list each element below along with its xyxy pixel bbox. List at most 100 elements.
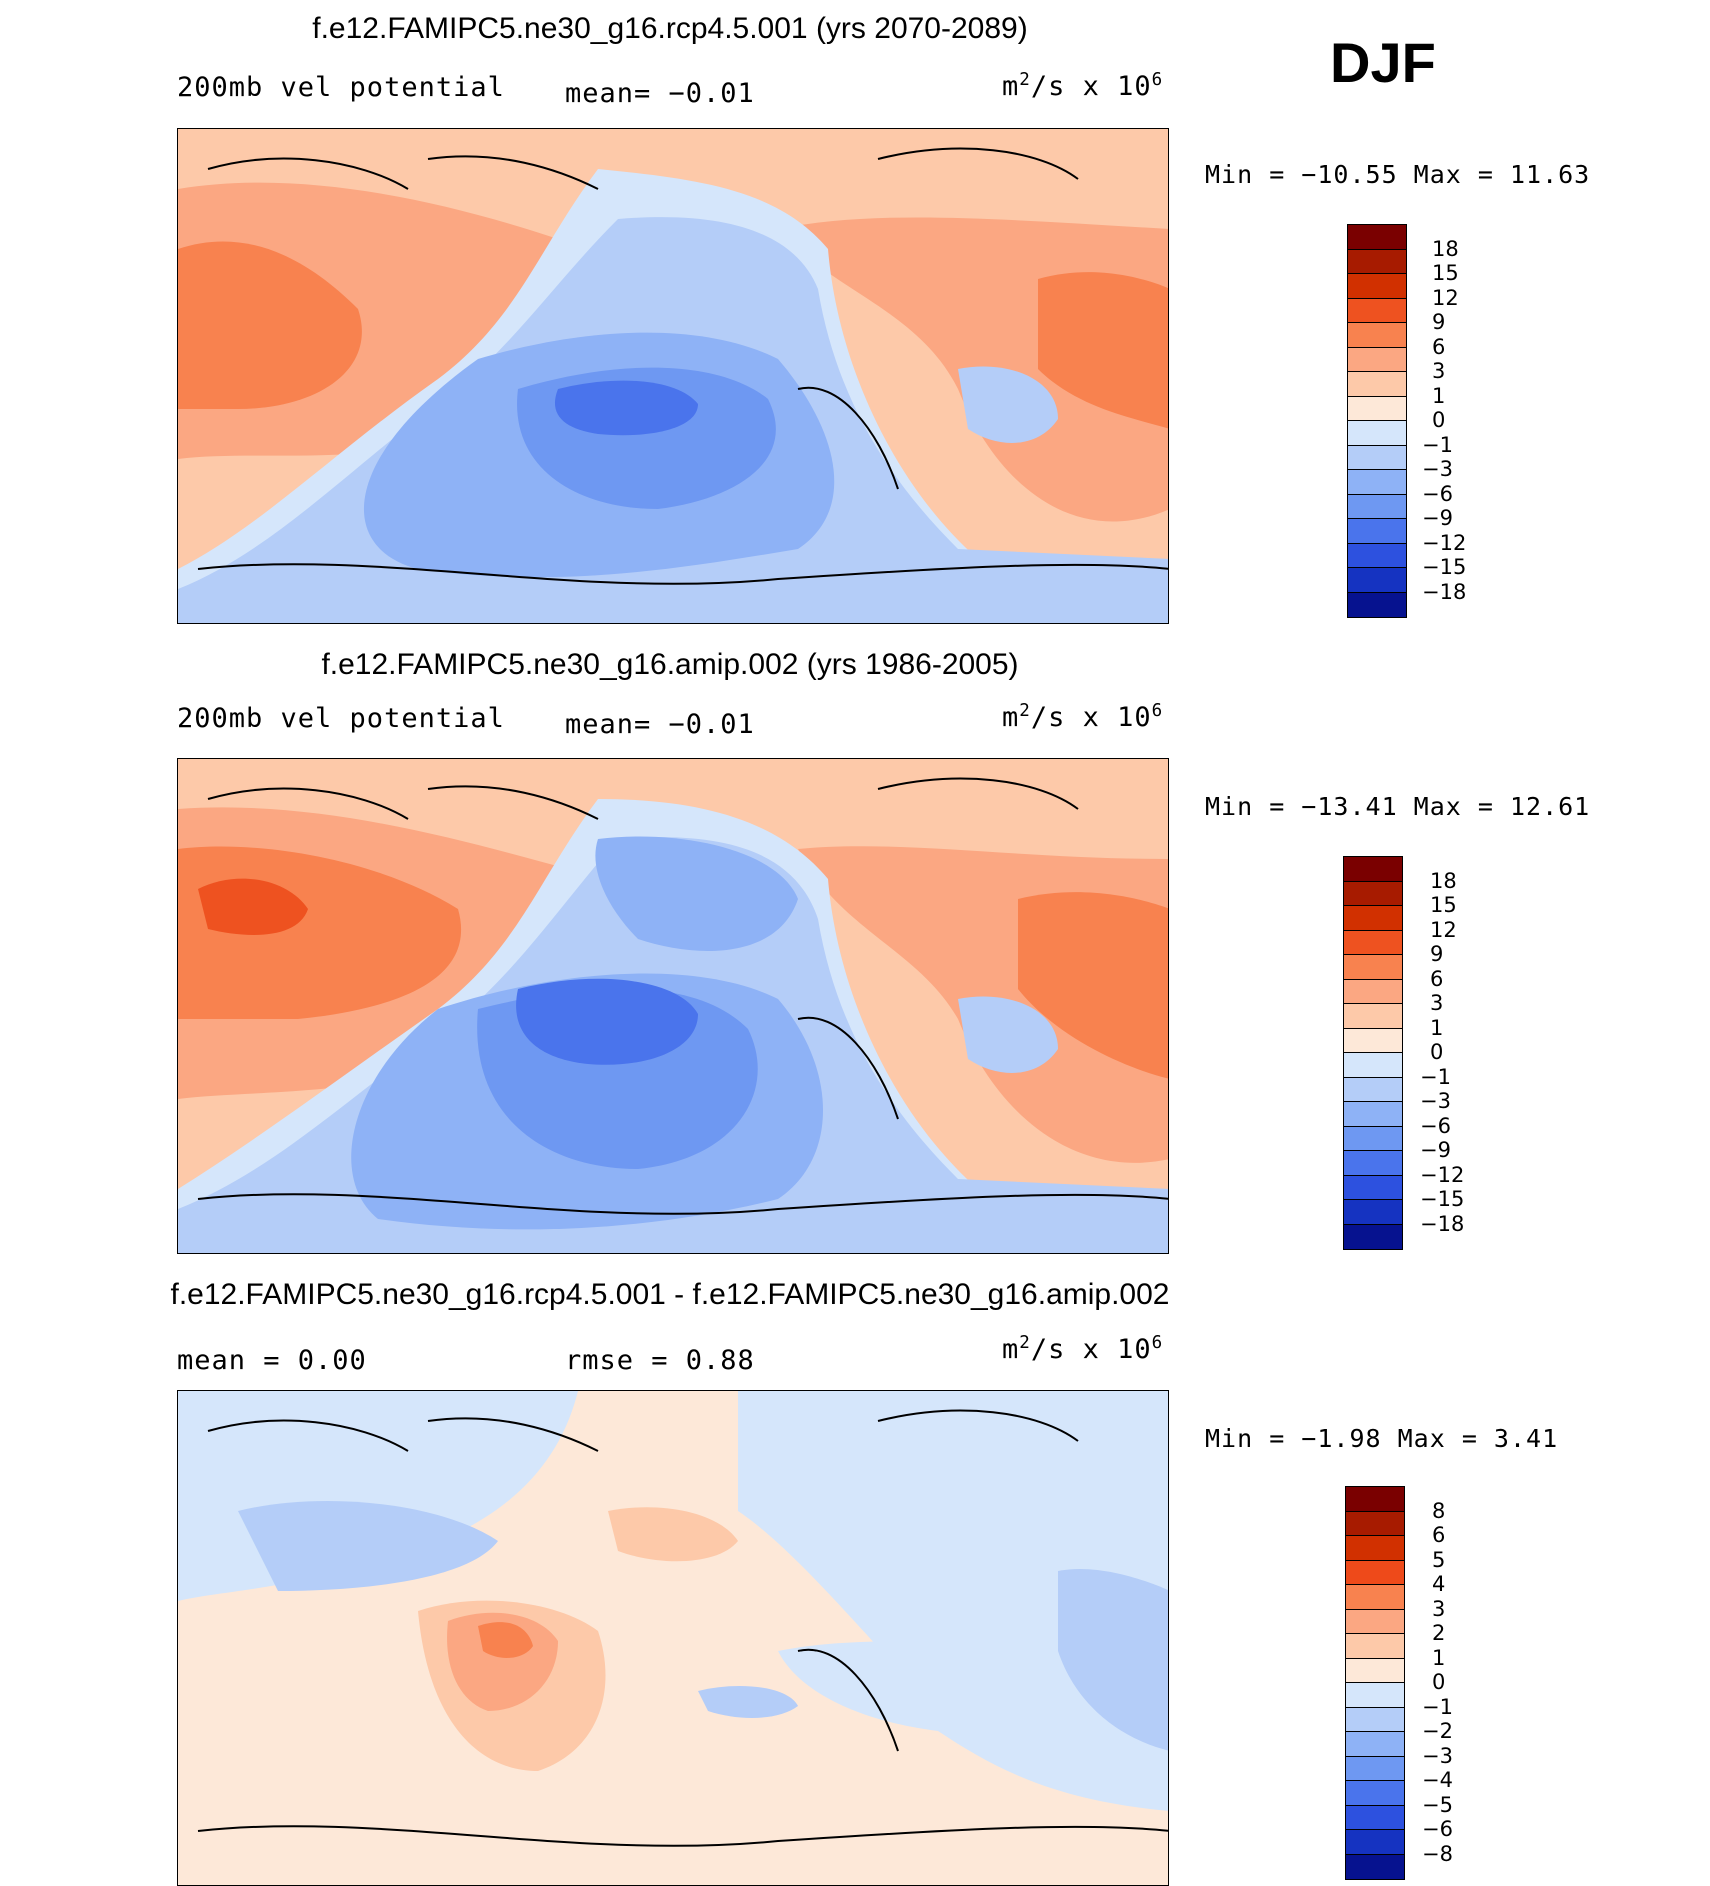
colorbar-swatch xyxy=(1348,592,1406,617)
units-exp: 6 xyxy=(1151,1333,1164,1353)
map-difference xyxy=(177,1390,1169,1886)
colorbar-level-label: −18 xyxy=(1420,1211,1465,1236)
colorbar-swatch xyxy=(1346,1830,1404,1855)
colorbar-level-label: 15 xyxy=(1430,893,1457,917)
colorbar-swatch xyxy=(1348,470,1406,495)
units-exp: 2 xyxy=(1019,701,1031,721)
colorbar-swatch xyxy=(1344,881,1402,906)
colorbar-swatch xyxy=(1348,421,1406,446)
colorbar-swatch xyxy=(1346,1609,1404,1634)
colorbar-swatch xyxy=(1346,1683,1404,1708)
mean-label: mean= −0.01 xyxy=(565,78,755,109)
colorbar-swatch xyxy=(1344,1102,1402,1127)
colorbar-swatch xyxy=(1344,1077,1402,1102)
colorbar-level-label: −8 xyxy=(1422,1841,1453,1866)
colorbar-level-label: 1 xyxy=(1430,1015,1444,1040)
colorbar-swatch xyxy=(1344,1200,1402,1225)
colorbar-level-label: −12 xyxy=(1420,1162,1465,1187)
units-rest: /s x 10 xyxy=(1030,71,1152,102)
colorbar-swatch xyxy=(1344,906,1402,931)
colorbar-level-label: 4 xyxy=(1432,1572,1446,1596)
mean-label: mean= −0.01 xyxy=(565,709,755,740)
colorbar-swatch xyxy=(1346,1707,1404,1732)
colorbar-level-label: 1 xyxy=(1432,383,1446,408)
field-label: 200mb vel potential xyxy=(177,72,505,103)
colorbar-swatch xyxy=(1344,1224,1402,1249)
mean-label: mean = 0.00 xyxy=(177,1345,367,1376)
colorbar-swatch xyxy=(1348,225,1406,250)
colorbar-level-label: 12 xyxy=(1430,917,1457,942)
colorbar-swatch xyxy=(1344,930,1402,955)
colorbar-swatch xyxy=(1348,445,1406,470)
colorbar-level-label: −12 xyxy=(1422,530,1467,555)
colorbar-swatch xyxy=(1348,543,1406,568)
units-base: m xyxy=(1002,71,1020,102)
field-label: 200mb vel potential xyxy=(177,703,505,734)
colorbar-level-label: −9 xyxy=(1420,1138,1451,1162)
colorbar-swatch xyxy=(1346,1536,1404,1561)
colorbar xyxy=(1347,224,1407,618)
colorbar-swatch xyxy=(1348,249,1406,274)
units-base: m xyxy=(1002,702,1020,733)
colorbar-swatch xyxy=(1344,1028,1402,1053)
colorbar-swatch xyxy=(1344,1053,1402,1078)
colorbar-level-label: 8 xyxy=(1432,1498,1446,1523)
map-amip xyxy=(177,758,1169,1254)
units-label: m2/s x 106 xyxy=(1002,70,1163,102)
colorbar-level-label: 6 xyxy=(1432,1523,1446,1547)
season-title: DJF xyxy=(1330,31,1436,94)
units-exp: 6 xyxy=(1151,70,1164,90)
colorbar-level-label: 18 xyxy=(1430,868,1457,893)
colorbar-level-label: 5 xyxy=(1432,1547,1446,1572)
colorbar-swatch xyxy=(1348,372,1406,397)
colorbar-swatch xyxy=(1348,568,1406,593)
colorbar-swatch xyxy=(1344,857,1402,882)
colorbar-swatch xyxy=(1344,1151,1402,1176)
colorbar-level-label: 1 xyxy=(1432,1645,1446,1670)
colorbar-level-label: 6 xyxy=(1432,334,1446,359)
colorbar-swatch xyxy=(1346,1511,1404,1536)
colorbar-swatch xyxy=(1346,1585,1404,1610)
colorbar-swatch xyxy=(1344,1004,1402,1029)
colorbar-swatch xyxy=(1348,274,1406,299)
colorbar-level-label: −1 xyxy=(1422,432,1453,457)
colorbar-level-label: 3 xyxy=(1430,991,1444,1015)
colorbar-level-label: 0 xyxy=(1430,1040,1444,1064)
colorbar-swatch xyxy=(1346,1560,1404,1585)
colorbar-level-label: 18 xyxy=(1432,236,1459,261)
colorbar-swatch xyxy=(1346,1658,1404,1683)
colorbar-level-label: −1 xyxy=(1420,1064,1451,1089)
colorbar-swatch xyxy=(1346,1805,1404,1830)
colorbar-level-label: −2 xyxy=(1422,1719,1453,1743)
colorbar-level-label: 2 xyxy=(1432,1621,1446,1645)
colorbar-level-label: 15 xyxy=(1432,261,1459,285)
panel-title: f.e12.FAMIPC5.ne30_g16.rcp4.5.001 (yrs 2… xyxy=(312,12,1028,45)
colorbar-level-label: −18 xyxy=(1422,579,1467,604)
colorbar-level-label: −4 xyxy=(1422,1768,1453,1792)
panel-title: f.e12.FAMIPC5.ne30_g16.amip.002 (yrs 198… xyxy=(321,648,1019,681)
minmax-label: Min = −10.55 Max = 11.63 xyxy=(1205,160,1591,189)
colorbar-swatch xyxy=(1344,1126,1402,1151)
colorbar-level-label: 6 xyxy=(1430,966,1444,991)
colorbar-swatch xyxy=(1348,396,1406,421)
colorbar-swatch xyxy=(1346,1854,1404,1879)
colorbar-level-label: 0 xyxy=(1432,408,1446,432)
colorbar xyxy=(1345,1486,1405,1880)
units-exp: 2 xyxy=(1019,1333,1031,1353)
colorbar-swatch xyxy=(1348,347,1406,372)
colorbar-level-label: 3 xyxy=(1432,1596,1446,1621)
units-base: m xyxy=(1002,1334,1020,1365)
panel-title: f.e12.FAMIPC5.ne30_g16.rcp4.5.001 - f.e1… xyxy=(170,1278,1170,1311)
colorbar-swatch xyxy=(1344,979,1402,1004)
colorbar-swatch xyxy=(1346,1487,1404,1512)
colorbar-level-label: −15 xyxy=(1420,1187,1465,1211)
colorbar-level-label: 9 xyxy=(1430,942,1444,966)
colorbar-level-label: −1 xyxy=(1422,1694,1453,1719)
colorbar-swatch xyxy=(1344,955,1402,980)
colorbar-level-label: −3 xyxy=(1422,1743,1453,1768)
colorbar-level-label: −15 xyxy=(1422,555,1467,579)
colorbar-swatch xyxy=(1346,1781,1404,1806)
colorbar-level-label: −3 xyxy=(1422,457,1453,481)
colorbar-level-label: −3 xyxy=(1420,1089,1451,1113)
units-label: m2/s x 106 xyxy=(1002,1333,1163,1365)
